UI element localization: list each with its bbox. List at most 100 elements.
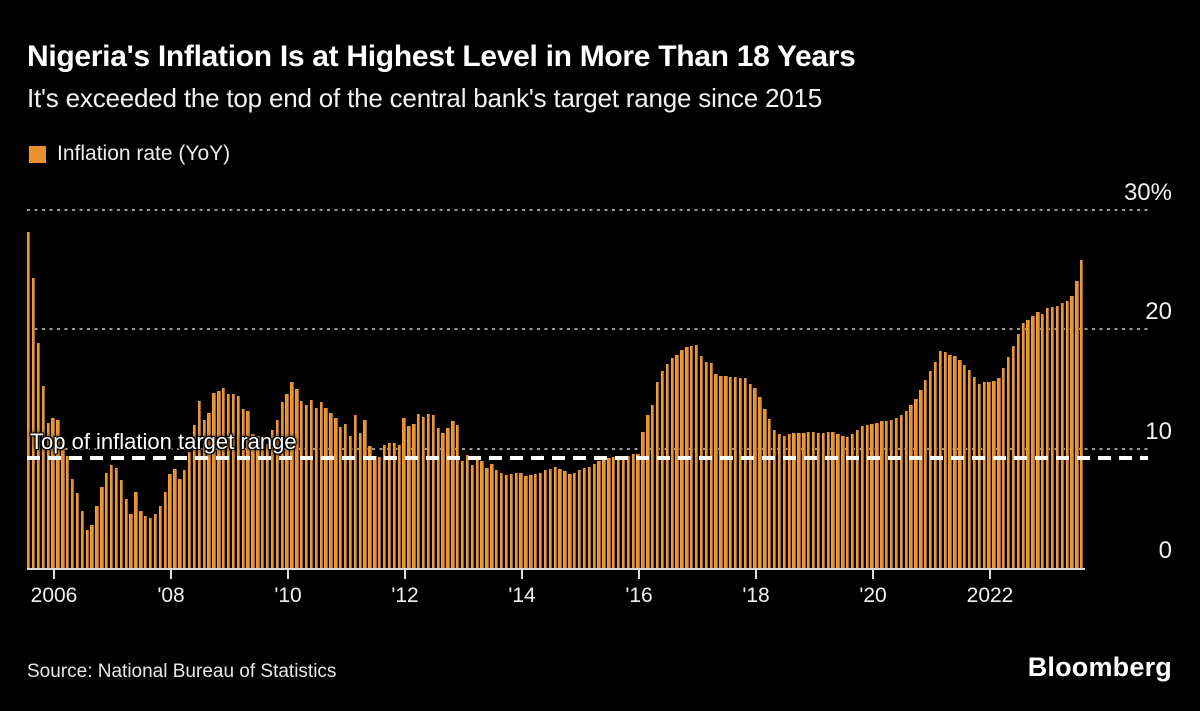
bar [56, 420, 60, 568]
bar [543, 470, 548, 568]
bar [363, 420, 367, 568]
bar [670, 358, 674, 568]
x-axis-tick [521, 570, 523, 579]
bar [1070, 296, 1074, 568]
x-axis-tick [404, 570, 406, 579]
bar [928, 371, 933, 568]
bar [46, 422, 50, 568]
bar [548, 469, 553, 568]
bar [1060, 303, 1064, 568]
bar [758, 397, 762, 568]
bar [1041, 313, 1045, 568]
bar [1031, 316, 1035, 568]
bar [183, 470, 187, 568]
bar [368, 446, 372, 568]
bar [729, 377, 733, 568]
bar [880, 421, 884, 568]
bar [475, 459, 479, 568]
bar [699, 355, 704, 568]
bar [280, 402, 284, 568]
bar [358, 433, 362, 568]
plot-area [27, 0, 1085, 568]
bar [514, 472, 518, 568]
bar [621, 457, 626, 568]
bar [353, 415, 358, 568]
bar [236, 396, 241, 568]
source-text: Source: National Bureau of Statistics [27, 661, 337, 682]
bar [470, 465, 475, 568]
bar [231, 393, 236, 568]
bar [178, 478, 182, 568]
bar [977, 384, 982, 568]
bar [733, 377, 738, 568]
x-axis-label: '16 [625, 584, 653, 607]
bar [924, 379, 928, 568]
bar [651, 404, 655, 568]
bar [456, 424, 460, 568]
bar [197, 401, 202, 568]
bar [777, 434, 782, 568]
bar [51, 417, 55, 568]
target-range-line [27, 456, 1148, 460]
bar [148, 517, 153, 568]
bar [187, 452, 192, 568]
page-title: Nigeria's Inflation Is at Highest Level … [27, 40, 856, 73]
x-axis-label: '14 [508, 584, 536, 607]
bar [563, 471, 567, 568]
bar [490, 464, 494, 568]
target-range-label: Top of inflation target range [30, 429, 297, 454]
bar [431, 415, 436, 568]
bar [1050, 306, 1055, 568]
x-axis-baseline [27, 568, 1085, 570]
bar [451, 421, 455, 568]
bar [626, 455, 631, 568]
bar [222, 387, 226, 568]
bar [1026, 319, 1030, 568]
bar [144, 515, 148, 568]
bar [958, 360, 962, 568]
bar [1055, 305, 1060, 568]
bar [285, 393, 289, 568]
bar [909, 404, 913, 568]
bar [256, 435, 260, 568]
bar [641, 432, 645, 568]
bar [105, 472, 109, 568]
bar [295, 389, 299, 568]
bar [592, 464, 596, 568]
bar [70, 478, 75, 568]
bar [1036, 311, 1040, 568]
bar [967, 370, 972, 568]
bar [987, 381, 991, 568]
bar [573, 472, 577, 568]
bar [772, 429, 777, 568]
bar [577, 470, 582, 568]
bar [865, 424, 869, 568]
bar [821, 433, 826, 568]
bar [919, 390, 923, 568]
bar [963, 365, 967, 568]
gridline [27, 209, 1148, 211]
bar [504, 474, 509, 568]
bar [348, 435, 353, 568]
y-axis-label: 20 [1145, 298, 1172, 325]
bar [485, 467, 489, 568]
bar [465, 454, 470, 568]
bar [894, 417, 899, 568]
bar [870, 423, 874, 568]
bar [265, 443, 270, 568]
bar [846, 436, 850, 568]
bar [153, 514, 158, 568]
bar [1021, 323, 1025, 568]
bar [787, 434, 791, 568]
bar [436, 428, 440, 568]
bar [261, 436, 265, 568]
bar [768, 418, 772, 568]
bar [597, 460, 601, 568]
bar [270, 429, 275, 568]
bar [75, 492, 80, 568]
y-axis-label: 10 [1145, 418, 1172, 445]
bar [860, 426, 865, 568]
bar [914, 398, 918, 568]
bar [875, 422, 879, 568]
